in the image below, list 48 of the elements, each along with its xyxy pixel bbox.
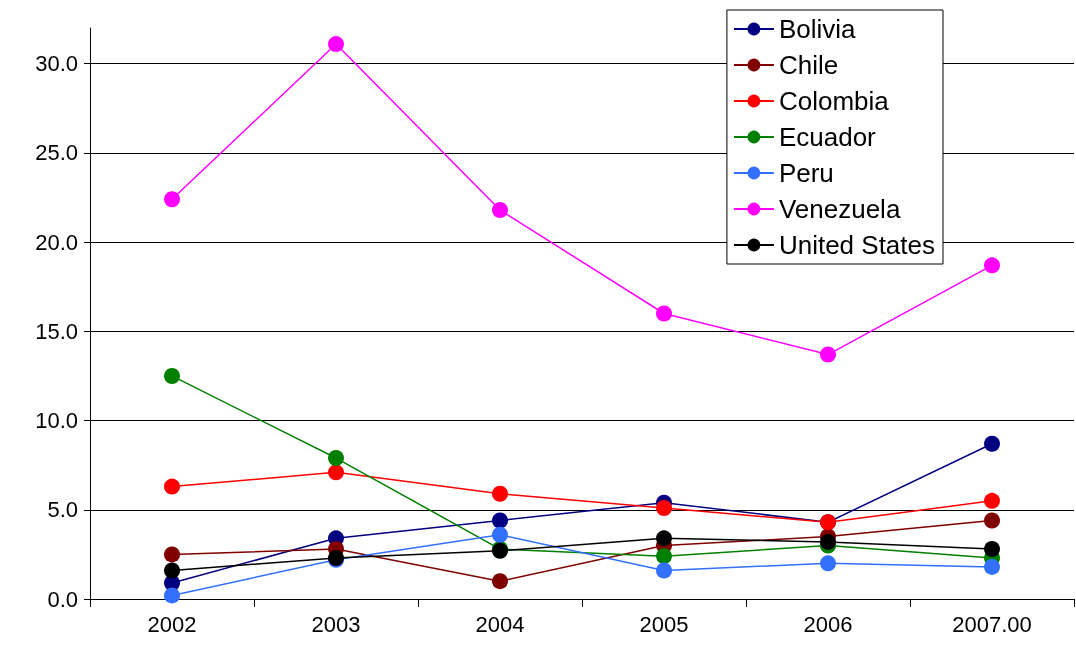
y-tick-label: 25.0 (35, 140, 78, 166)
y-tick-label: 0.0 (47, 586, 78, 612)
legend-label: Bolivia (778, 14, 857, 44)
y-tick-label: 5.0 (47, 497, 78, 523)
legend-label: Ecuador (778, 122, 877, 152)
y-tick-label: 20.0 (35, 229, 78, 255)
point (984, 558, 1000, 575)
point (656, 548, 672, 565)
point (328, 464, 344, 481)
point (492, 573, 508, 590)
point (656, 530, 672, 547)
point (164, 587, 180, 604)
point (164, 562, 180, 579)
point (492, 512, 508, 529)
point (656, 500, 672, 516)
y-tick-label: 15.0 (35, 318, 78, 344)
point (492, 526, 508, 543)
point (164, 367, 180, 384)
y-tick-label: 30.0 (35, 51, 78, 77)
point (984, 435, 1000, 452)
legend-label: Venezuela (778, 194, 901, 224)
legend-label: Chile (778, 50, 839, 80)
x-tick-label: 2003 (311, 611, 361, 637)
point (164, 478, 180, 495)
point (820, 555, 836, 572)
point (820, 533, 836, 550)
x-tick-label: 2004 (475, 611, 525, 637)
legend-label: Peru (778, 158, 834, 188)
point (492, 202, 508, 218)
legend-label: United States (778, 230, 935, 260)
point (328, 36, 344, 53)
y-tick-label: 10.0 (35, 408, 78, 434)
x-tick-label: 2006 (803, 611, 853, 637)
point (328, 450, 344, 467)
point (820, 346, 836, 363)
legend-label: Colombia (778, 86, 890, 116)
point (656, 562, 672, 579)
point (164, 546, 180, 563)
x-tick-label: 2002 (147, 611, 197, 637)
point (984, 492, 1000, 509)
x-tick-label: 2007.00 (952, 611, 1032, 637)
x-tick-label: 2005 (639, 611, 689, 637)
point (984, 257, 1000, 274)
point (492, 485, 508, 502)
point (984, 541, 1000, 558)
point (984, 512, 1000, 529)
point (656, 305, 672, 322)
point (164, 191, 180, 208)
